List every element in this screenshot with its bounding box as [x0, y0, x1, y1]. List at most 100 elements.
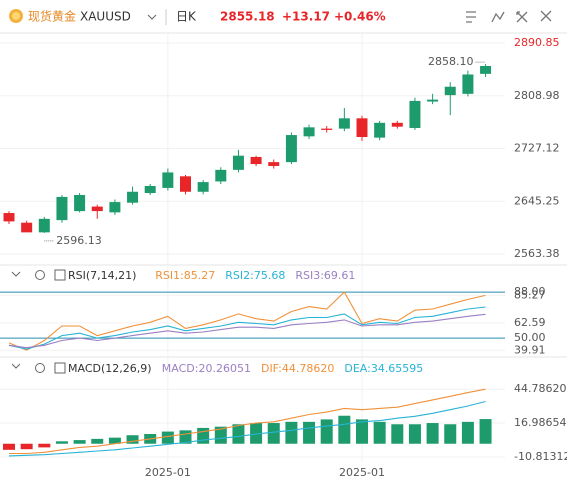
macd-bar — [408, 424, 421, 444]
macd-bar — [444, 424, 457, 444]
candle-body — [391, 122, 403, 127]
macd-bar — [461, 421, 474, 444]
y-tick-label: 16.98654 — [514, 416, 567, 429]
candle-body — [91, 206, 103, 212]
draw-button[interactable] — [491, 11, 505, 23]
legend-entry: MACD:20.26051 — [162, 362, 251, 375]
macd-bar — [303, 421, 316, 444]
macd-bar — [214, 426, 227, 444]
macd-bar — [373, 421, 386, 444]
indicator-button[interactable] — [466, 11, 476, 23]
macd-bar — [250, 423, 263, 444]
candle-body — [268, 162, 280, 166]
expand-icon[interactable] — [54, 269, 66, 281]
candle-body — [356, 118, 368, 137]
macd-bar — [20, 443, 33, 450]
high-label: 2858.10 — [428, 55, 474, 68]
macd-bar — [161, 431, 174, 444]
instrument-symbol[interactable]: XAUUSD — [80, 10, 131, 24]
macd-line — [8, 400, 486, 457]
x-tick-label: 2025-01 — [145, 466, 191, 479]
dropdown-caret[interactable] — [147, 14, 157, 20]
candle-body — [74, 194, 86, 212]
macd-bar — [479, 419, 492, 444]
macd-title: MACD(12,26,9) — [68, 362, 152, 375]
rsi-line — [8, 313, 486, 349]
period[interactable]: 日K — [176, 10, 197, 24]
candle-body — [250, 156, 262, 165]
price-change: +13.17 — [282, 10, 330, 24]
candle-body — [462, 74, 474, 94]
candle-body — [374, 122, 386, 138]
macd-bar — [285, 421, 298, 444]
settings-icon[interactable] — [35, 270, 45, 280]
candle-body — [215, 169, 227, 182]
candle-body — [338, 118, 350, 129]
macd-bar — [126, 435, 139, 444]
candle-body — [303, 127, 315, 137]
rsi-line — [8, 306, 486, 350]
macd-bar — [232, 424, 245, 444]
y-tick-label: 62.59 — [514, 316, 546, 329]
candle-body — [427, 99, 439, 102]
collapse-icon[interactable] — [11, 271, 21, 277]
compare-button[interactable] — [516, 11, 528, 23]
candle-body — [232, 155, 244, 170]
legend-entry: RSI1:85.27 — [155, 269, 215, 282]
candle-body — [285, 135, 297, 163]
price-change-pct: +0.46% — [334, 10, 386, 24]
macd-bar — [55, 441, 68, 444]
y-tick-label: 44.78620 — [514, 382, 567, 395]
macd-bar — [426, 423, 439, 444]
candle-body — [480, 66, 492, 74]
candle-body — [56, 196, 68, 221]
macd-bar — [197, 427, 210, 444]
candle-body — [444, 86, 456, 96]
y-tick-label: 85.27 — [514, 288, 546, 301]
candle-body — [409, 100, 421, 128]
macd-line — [9, 388, 486, 455]
x-tick-label: 2025-01 — [339, 466, 385, 479]
candle-body — [21, 222, 33, 233]
macd-bar — [3, 443, 15, 450]
candle-body — [3, 213, 15, 222]
candle-body — [321, 128, 333, 130]
candle-body — [197, 182, 209, 192]
candle-body — [38, 218, 50, 233]
macd-bar — [38, 443, 51, 448]
legend-entry: DEA:34.65595 — [344, 362, 423, 375]
gold-icon-inner — [12, 12, 20, 20]
y-tick-label: 2563.38 — [514, 247, 560, 260]
candle-body — [162, 172, 174, 188]
y-tick-label: -10.81312 — [514, 450, 567, 463]
legend-entry: RSI2:75.68 — [225, 269, 285, 282]
last-price: 2855.18 — [220, 10, 275, 24]
y-tick-label: 39.91 — [514, 343, 546, 356]
y-tick-label: 2727.12 — [514, 142, 560, 155]
instrument-name[interactable]: 现货黄金 — [28, 9, 76, 24]
y-tick-label: 2808.98 — [514, 89, 560, 102]
candle-body — [127, 191, 139, 203]
close-button[interactable] — [540, 10, 552, 22]
y-tick-label: 88.00 — [514, 285, 546, 298]
macd-bar — [391, 424, 404, 444]
macd-bar — [73, 440, 86, 444]
macd-bar — [320, 419, 333, 444]
y-tick-label: 2645.25 — [514, 194, 560, 207]
macd-bar — [356, 419, 368, 444]
macd-bar — [338, 415, 351, 444]
rsi-line — [8, 291, 486, 351]
y-tick-label: 2890.85 — [514, 36, 560, 49]
legend-entry: DIF:44.78620 — [261, 362, 334, 375]
settings-icon[interactable] — [35, 363, 45, 373]
candle-body — [144, 185, 156, 194]
legend-entry: RSI3:69.61 — [295, 269, 355, 282]
candle-body — [109, 202, 121, 213]
candle-body — [180, 176, 191, 192]
expand-icon[interactable] — [54, 362, 66, 374]
low-label: 2596.13 — [56, 234, 102, 247]
macd-bar — [91, 438, 104, 444]
y-tick-label: 50.00 — [514, 331, 546, 344]
collapse-icon[interactable] — [11, 363, 21, 369]
